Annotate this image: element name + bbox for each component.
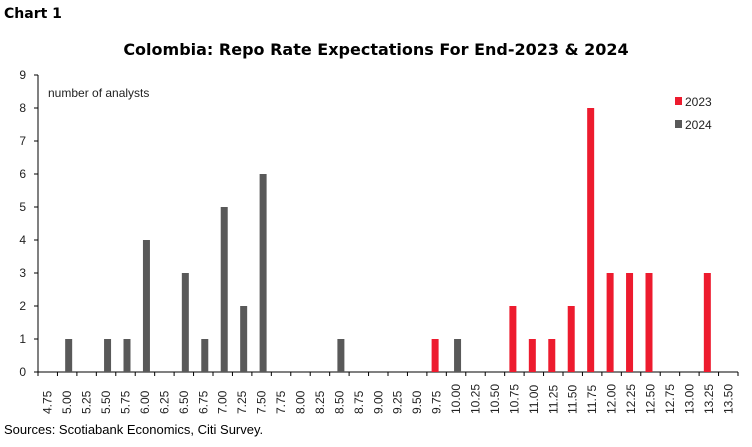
x-tick-label: 7.50: [255, 390, 269, 414]
x-tick-label: 12.75: [663, 384, 677, 414]
x-tick-label: 13.25: [702, 384, 716, 414]
x-tick-label: 11.25: [546, 385, 560, 414]
x-tick-label: 8.75: [352, 390, 366, 414]
x-tick-label: 11.00: [527, 385, 541, 414]
y-tick-label: 1: [19, 332, 26, 346]
bar-2023-10.75: [509, 306, 517, 372]
chart-title: Colombia: Repo Rate Expectations For End…: [123, 40, 629, 59]
y-tick-label: 0: [19, 365, 26, 379]
y-tick-label: 6: [19, 167, 26, 181]
bar-2023-12.00: [606, 273, 614, 372]
x-tick-label: 6.75: [196, 390, 210, 414]
x-tick-label: 12.00: [605, 384, 619, 414]
bar-2024-6.50: [181, 273, 189, 372]
x-tick-label: 10.75: [507, 384, 521, 414]
legend-label-2023: 2023: [685, 95, 712, 109]
y-axis-label: number of analysts: [48, 86, 149, 100]
x-tick-label: 13.00: [682, 384, 696, 414]
x-tick-label: 12.25: [624, 384, 638, 414]
bar-2023-11.25: [548, 339, 556, 372]
y-tick-label: 8: [19, 101, 26, 115]
x-tick-label: 6.00: [138, 390, 152, 414]
bar-2024-7.25: [240, 306, 248, 372]
x-tick-label: 7.00: [216, 390, 230, 414]
y-tick-label: 5: [19, 200, 26, 214]
chart-label: Chart 1: [4, 6, 62, 22]
x-tick-label: 9.25: [391, 390, 405, 414]
bar-2024-7.50: [259, 174, 267, 372]
bar-2024-6.00: [142, 240, 150, 372]
bar-2023-11.75: [587, 108, 595, 372]
x-tick-label: 5.00: [60, 390, 74, 414]
x-tick-label: 10.50: [488, 384, 502, 414]
x-tick-label: 9.50: [410, 390, 424, 414]
x-tick-label: 5.75: [119, 390, 133, 414]
legend-swatch-2024: [675, 120, 682, 128]
y-tick-label: 2: [19, 299, 26, 313]
x-tick-label: 5.25: [80, 390, 94, 414]
bar-2024-5.00: [65, 339, 73, 372]
x-tick-label: 5.50: [99, 390, 113, 414]
bar-2023-13.25: [703, 273, 711, 372]
legend-label-2024: 2024: [685, 118, 712, 132]
bar-2023-11.50: [567, 306, 575, 372]
source-note: Sources: Scotiabank Economics, Citi Surv…: [4, 422, 264, 437]
bar-2023-12.25: [626, 273, 634, 372]
x-tick-label: 8.25: [313, 390, 327, 414]
bar-2023-9.75: [431, 339, 439, 372]
bar-2024-5.50: [104, 339, 112, 372]
x-tick-label: 8.50: [332, 390, 346, 414]
bar-2023-11.00: [528, 339, 536, 372]
bar-2024-7.00: [220, 207, 228, 372]
x-tick-label: 9.75: [430, 390, 444, 414]
bar-2024-6.75: [201, 339, 209, 372]
y-tick-label: 4: [19, 233, 26, 247]
x-tick-label: 11.50: [566, 385, 580, 414]
x-tick-label: 6.50: [177, 390, 191, 414]
legend-swatch-2023: [675, 97, 682, 105]
x-tick-label: 12.50: [644, 384, 658, 414]
x-tick-label: 7.75: [274, 390, 288, 414]
x-tick-label: 11.75: [585, 385, 599, 414]
y-tick-label: 3: [19, 266, 26, 280]
x-tick-label: 13.50: [721, 384, 735, 414]
y-tick-label: 9: [19, 68, 26, 82]
bar-2024-5.75: [123, 339, 131, 372]
x-tick-label: 9.00: [371, 390, 385, 414]
bar-2023-12.50: [645, 273, 653, 372]
bar-2024-8.50: [337, 339, 345, 372]
bar-2024-10.00: [454, 339, 462, 372]
x-tick-label: 10.00: [449, 384, 463, 414]
x-tick-label: 8.00: [294, 390, 308, 414]
x-tick-label: 7.25: [235, 390, 249, 414]
y-tick-label: 7: [19, 134, 26, 148]
x-tick-label: 10.25: [469, 384, 483, 414]
x-tick-label: 6.25: [157, 390, 171, 414]
x-tick-label: 4.75: [41, 390, 55, 414]
